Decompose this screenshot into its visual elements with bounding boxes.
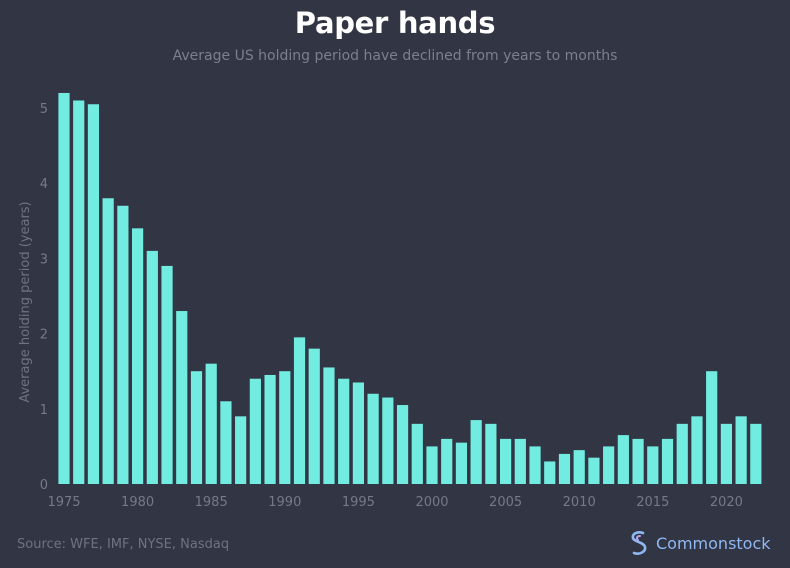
x-tick-label: 2015 bbox=[636, 495, 669, 510]
y-tick-label: 0 bbox=[40, 478, 48, 493]
bars-group bbox=[58, 92, 762, 485]
x-tick-label: 1990 bbox=[268, 495, 301, 510]
bar-2002 bbox=[455, 442, 468, 484]
bar-1995 bbox=[352, 382, 364, 484]
bar-1980 bbox=[132, 228, 144, 484]
bar-1984 bbox=[190, 371, 203, 484]
bar-2009 bbox=[558, 453, 571, 484]
bar-2022 bbox=[750, 423, 762, 484]
bar-1990 bbox=[279, 371, 291, 484]
bar-2013 bbox=[617, 435, 629, 484]
bar-1975 bbox=[58, 92, 70, 485]
y-axis-label: Average holding period (years) bbox=[18, 201, 33, 402]
bar-2004 bbox=[485, 423, 497, 484]
bar-1977 bbox=[87, 104, 100, 485]
bar-1999 bbox=[411, 423, 423, 484]
bar-2018 bbox=[691, 416, 703, 484]
y-tick-label: 3 bbox=[40, 252, 48, 267]
bar-2019 bbox=[706, 371, 718, 484]
brand-name: Commonstock bbox=[656, 533, 771, 553]
chart-title: Paper hands bbox=[294, 6, 496, 40]
bar-1989 bbox=[264, 374, 276, 484]
bar-1997 bbox=[382, 397, 394, 484]
bar-1998 bbox=[396, 405, 409, 484]
bar-1993 bbox=[323, 367, 335, 484]
bar-1992 bbox=[308, 348, 320, 484]
bar-1979 bbox=[117, 205, 129, 484]
x-tick-label: 1995 bbox=[342, 495, 375, 510]
bar-2020 bbox=[720, 423, 732, 484]
bar-1978 bbox=[102, 198, 114, 485]
bar-2001 bbox=[441, 438, 453, 484]
bar-2008 bbox=[544, 461, 556, 484]
brand-logo: Commonstock bbox=[628, 530, 771, 556]
bar-2003 bbox=[470, 420, 482, 484]
x-axis-ticks: 1975 1980 1985 1990 1995 2000 2005 2010 2015 2020 bbox=[47, 495, 742, 510]
bar-1985 bbox=[205, 363, 217, 484]
bar-1982 bbox=[161, 265, 173, 484]
bar-1988 bbox=[249, 378, 261, 484]
bar-1994 bbox=[338, 378, 350, 484]
x-tick-label: 2000 bbox=[415, 495, 448, 510]
bar-1981 bbox=[146, 250, 158, 484]
chart-subtitle: Average US holding period have declined … bbox=[172, 48, 618, 64]
bar-2000 bbox=[426, 446, 438, 484]
bar-2007 bbox=[529, 446, 541, 484]
bar-2012 bbox=[603, 446, 615, 484]
y-tick-label: 2 bbox=[40, 328, 48, 343]
bar-2017 bbox=[676, 423, 688, 484]
commonstock-logo-icon bbox=[631, 531, 647, 555]
bar-1991 bbox=[293, 337, 306, 484]
bar-1987 bbox=[235, 416, 247, 484]
bar-2015 bbox=[647, 446, 659, 484]
bar-1996 bbox=[367, 393, 379, 484]
y-tick-label: 4 bbox=[40, 177, 48, 192]
bar-2011 bbox=[588, 457, 600, 484]
x-tick-label: 1980 bbox=[121, 495, 154, 510]
x-tick-label: 2010 bbox=[563, 495, 596, 510]
bar-1976 bbox=[73, 100, 85, 484]
bar-2016 bbox=[661, 438, 674, 484]
bar-2014 bbox=[632, 438, 644, 484]
source-note: Source: WFE, IMF, NYSE, Nasdaq bbox=[17, 537, 230, 552]
y-tick-label: 5 bbox=[40, 102, 48, 117]
x-tick-label: 1975 bbox=[47, 495, 80, 510]
y-tick-label: 1 bbox=[40, 403, 48, 418]
bar-2006 bbox=[514, 438, 526, 484]
x-tick-label: 1985 bbox=[195, 495, 228, 510]
bar-2010 bbox=[573, 450, 585, 484]
x-tick-label: 2020 bbox=[710, 495, 743, 510]
bar-2005 bbox=[500, 438, 512, 484]
x-tick-label: 2005 bbox=[489, 495, 522, 510]
bar-1983 bbox=[176, 311, 188, 484]
bar-1986 bbox=[220, 401, 232, 484]
bar-2021 bbox=[735, 416, 747, 484]
y-axis-ticks: 0 1 2 3 4 5 bbox=[40, 102, 48, 493]
